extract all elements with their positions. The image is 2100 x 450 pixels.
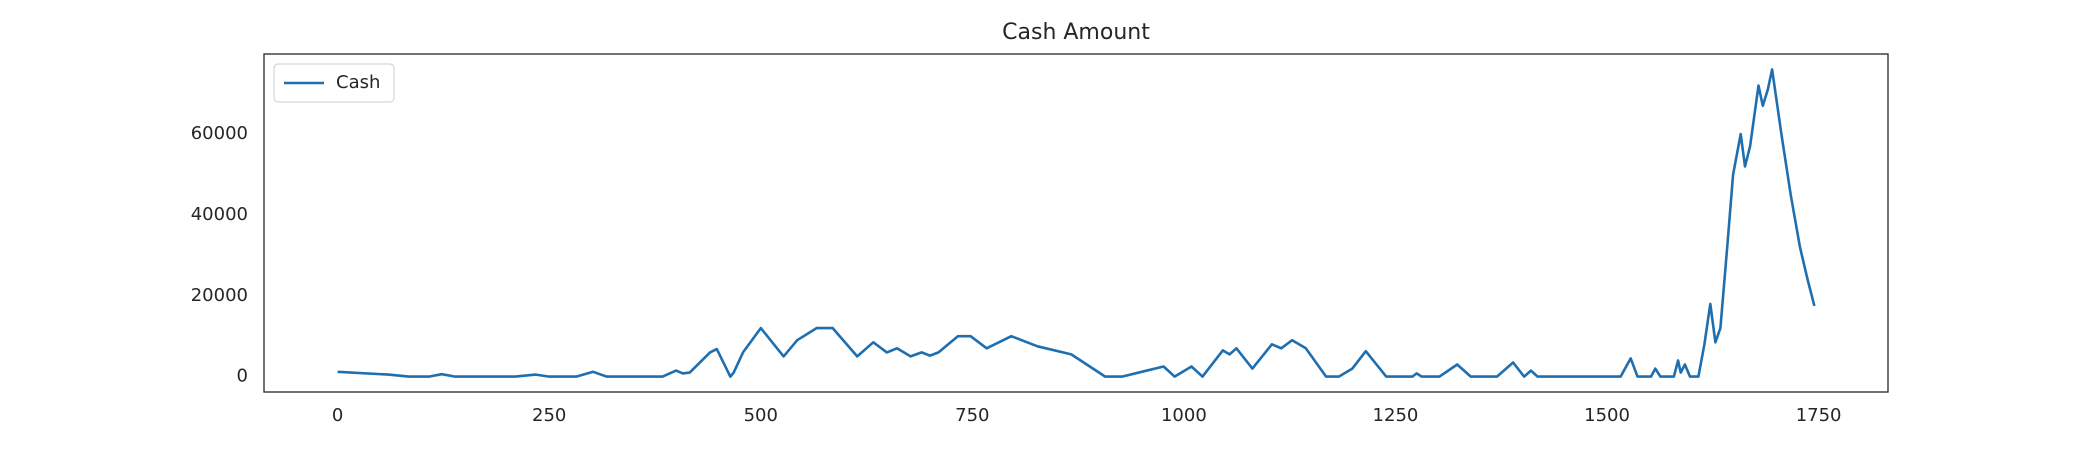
x-tick-label: 500 [744, 405, 778, 426]
y-tick-label: 60000 [191, 123, 248, 144]
legend-box [273, 63, 395, 103]
x-tick-label: 0 [332, 405, 343, 426]
x-tick-label: 750 [955, 405, 989, 426]
x-tick-label: 1250 [1373, 405, 1419, 426]
line-series [337, 68, 1816, 378]
x-tick-label: 1750 [1796, 405, 1842, 426]
axes-frame [263, 53, 1889, 393]
x-tick-label: 250 [532, 405, 566, 426]
x-tick-label: 1500 [1584, 405, 1630, 426]
legend-label: Cash [336, 72, 380, 93]
y-tick-label: 20000 [191, 285, 248, 306]
chart-title: Cash Amount [1002, 20, 1150, 45]
y-tick-label: 0 [237, 366, 248, 387]
y-tick-label: 40000 [191, 204, 248, 225]
x-tick-label: 1000 [1161, 405, 1207, 426]
